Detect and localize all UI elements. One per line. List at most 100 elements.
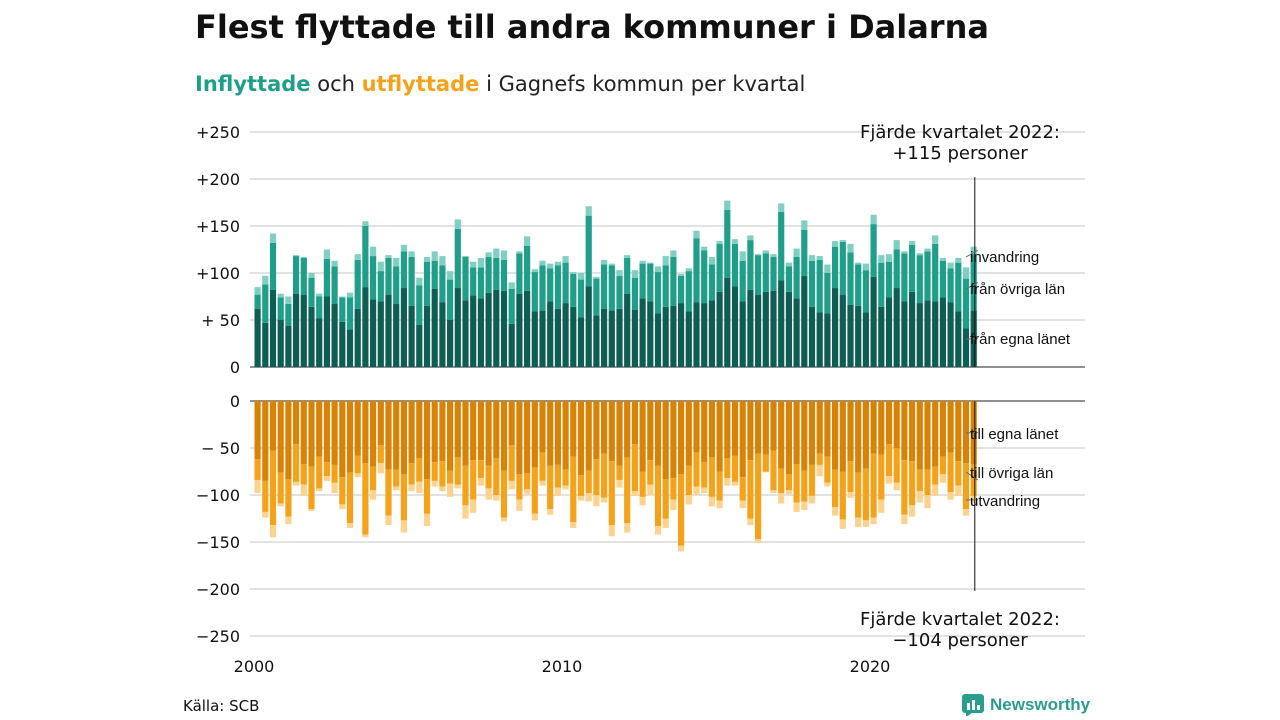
bar-upper-egna-lanet — [562, 303, 569, 367]
bar-upper-egna-lanet — [377, 301, 384, 367]
y-tick-label-lower: −150 — [196, 533, 240, 552]
bar-upper-ovriga-lan — [370, 256, 377, 300]
bar-lower-egna-lanet — [400, 401, 407, 475]
bar-upper-egna-lanet — [924, 300, 931, 367]
bar-lower-egna-lanet — [562, 401, 569, 470]
bar-lower-utvandring — [816, 464, 823, 477]
bar-lower-ovriga-lan — [362, 463, 369, 535]
bar-upper-egna-lanet — [770, 290, 777, 367]
bar-lower-egna-lanet — [393, 401, 400, 470]
y-tick-label-upper: +200 — [196, 170, 240, 189]
bar-upper-ovriga-lan — [339, 297, 346, 322]
bar-lower-ovriga-lan — [901, 460, 908, 515]
bar-upper-invandring — [485, 252, 492, 258]
bar-lower-ovriga-lan — [947, 452, 954, 493]
bar-lower-utvandring — [269, 525, 277, 538]
y-tick-label-lower: − 50 — [201, 439, 240, 458]
bar-upper-ovriga-lan — [293, 256, 300, 294]
bar-upper-egna-lanet — [339, 321, 346, 367]
bar-lower-egna-lanet — [701, 401, 708, 463]
bar-lower-ovriga-lan — [408, 463, 415, 485]
bar-lower-egna-lanet — [339, 401, 346, 478]
bar-lower-egna-lanet — [909, 401, 916, 462]
bar-lower-utvandring — [362, 534, 369, 538]
bar-upper-invandring — [631, 270, 638, 278]
bar-upper-invandring — [885, 254, 893, 262]
bar-upper-ovriga-lan — [616, 275, 623, 309]
bar-lower-egna-lanet — [955, 401, 962, 462]
y-tick-label-lower: −250 — [196, 627, 240, 646]
bar-lower-ovriga-lan — [385, 469, 392, 516]
bar-lower-ovriga-lan — [808, 464, 816, 496]
bar-lower-egna-lanet — [693, 401, 700, 453]
bar-lower-egna-lanet — [447, 401, 454, 471]
bar-lower-egna-lanet — [454, 401, 461, 458]
bar-upper-egna-lanet — [916, 303, 923, 367]
bar-upper-egna-lanet — [893, 288, 900, 367]
bar-lower-egna-lanet — [608, 401, 615, 462]
bar-lower-egna-lanet — [601, 401, 608, 454]
bar-lower-egna-lanet — [462, 401, 469, 466]
x-tick-label: 2020 — [850, 657, 891, 676]
bar-lower-egna-lanet — [847, 401, 854, 462]
bar-upper-egna-lanet — [508, 323, 515, 367]
bar-upper-ovriga-lan — [454, 228, 461, 289]
bar-lower-egna-lanet — [639, 401, 646, 472]
bar-upper-ovriga-lan — [670, 257, 677, 306]
bar-upper-ovriga-lan — [970, 254, 977, 311]
bar-lower-ovriga-lan — [308, 466, 315, 510]
bar-upper-egna-lanet — [254, 308, 261, 367]
bar-lower-ovriga-lan — [893, 448, 900, 483]
bar-upper-egna-lanet — [577, 317, 585, 367]
bar-lower-ovriga-lan — [662, 479, 669, 519]
bar-upper-egna-lanet — [262, 322, 269, 367]
bar-upper-ovriga-lan — [362, 226, 369, 288]
bar-upper-ovriga-lan — [585, 215, 592, 287]
bar-lower-egna-lanet — [277, 401, 284, 473]
bar-lower-utvandring — [346, 523, 354, 528]
bar-lower-utvandring — [909, 505, 916, 517]
bar-upper-ovriga-lan — [647, 263, 654, 302]
leader-1 — [965, 281, 979, 290]
bar-lower-egna-lanet — [839, 401, 846, 472]
bar-lower-utvandring — [393, 486, 400, 491]
bar-upper-egna-lanet — [762, 291, 769, 367]
series-label-upper: från övriga län — [970, 281, 1065, 298]
bar-upper-ovriga-lan — [308, 277, 315, 307]
bar-upper-invandring — [339, 296, 346, 298]
bar-upper-ovriga-lan — [916, 255, 923, 304]
bar-lower-ovriga-lan — [716, 471, 723, 501]
bar-lower-ovriga-lan — [377, 445, 384, 464]
bar-upper-ovriga-lan — [862, 270, 869, 313]
bar-lower-egna-lanet — [885, 401, 893, 445]
bar-lower-egna-lanet — [662, 401, 669, 480]
bar-upper-egna-lanet — [701, 303, 708, 367]
bar-lower-egna-lanet — [269, 401, 277, 451]
bar-upper-egna-lanet — [454, 288, 461, 367]
bar-lower-utvandring — [331, 482, 338, 494]
bar-lower-egna-lanet — [747, 401, 754, 461]
bar-lower-utvandring — [293, 481, 300, 486]
bar-lower-egna-lanet — [547, 401, 554, 466]
bar-upper-invandring — [808, 255, 816, 261]
bar-upper-ovriga-lan — [885, 261, 893, 298]
bar-lower-egna-lanet — [570, 401, 577, 457]
bar-lower-egna-lanet — [901, 401, 908, 461]
bar-upper-invandring — [639, 260, 646, 264]
subtitle-och: och — [310, 72, 362, 96]
bar-upper-ovriga-lan — [547, 268, 554, 302]
bar-lower-egna-lanet — [524, 401, 531, 474]
bar-upper-invandring — [878, 255, 885, 263]
bar-lower-utvandring — [785, 490, 792, 495]
bar-lower-utvandring — [962, 509, 970, 516]
bar-lower-egna-lanet — [300, 401, 307, 464]
bar-upper-invandring — [493, 248, 500, 258]
bar-lower-utvandring — [316, 488, 323, 492]
bar-upper-invandring — [447, 271, 454, 280]
bar-upper-invandring — [616, 270, 623, 276]
bar-lower-egna-lanet — [493, 401, 500, 459]
bar-lower-egna-lanet — [554, 401, 561, 465]
bar-upper-egna-lanet — [570, 306, 577, 367]
bar-lower-ovriga-lan — [470, 460, 477, 500]
bar-lower-ovriga-lan — [693, 452, 700, 487]
